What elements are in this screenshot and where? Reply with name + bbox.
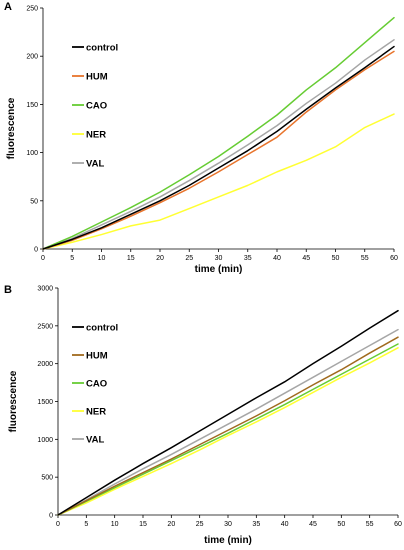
- legend-label-control: control: [86, 42, 118, 53]
- series-line-HUM: [57, 336, 399, 516]
- x-tick-label: 55: [361, 255, 369, 262]
- series-line-CAO: [57, 343, 399, 516]
- series-line-control: [42, 45, 395, 250]
- series-line-CAO: [42, 16, 395, 250]
- series-line-NER: [57, 347, 399, 516]
- legend-label-NER: NER: [86, 406, 106, 417]
- x-tick-label: 50: [332, 255, 340, 262]
- x-tick-label: 55: [366, 521, 374, 528]
- x-axis-title: time (min): [195, 264, 243, 275]
- x-axis-title: time (min): [204, 535, 252, 546]
- x-tick-label: 15: [127, 255, 135, 262]
- y-axis-title: fluorescence: [8, 370, 19, 432]
- x-tick-label: 45: [302, 255, 310, 262]
- y-tick-label: 1500: [37, 399, 53, 406]
- x-tick-label: 60: [390, 255, 398, 262]
- x-tick-label: 45: [309, 521, 317, 528]
- legend-label-VAL: VAL: [86, 434, 104, 445]
- y-tick-label: 0: [49, 513, 53, 520]
- series-line-HUM: [42, 50, 395, 250]
- x-tick-label: 15: [139, 521, 147, 528]
- legend-label-HUM: HUM: [86, 350, 108, 361]
- panel-label: A: [4, 1, 12, 13]
- legend-label-control: control: [86, 322, 118, 333]
- chart-panel-A: A 0 50 100 150 200 250 0 5 10 15 20 25 30 35 40 45 50 55 60…: [4, 1, 398, 275]
- series-line-VAL: [42, 39, 395, 250]
- x-tick-label: 35: [252, 521, 260, 528]
- legend-label-VAL: VAL: [86, 158, 104, 169]
- y-tick-label: 50: [30, 198, 38, 205]
- y-tick-label: 1000: [37, 437, 53, 444]
- x-tick-label: 60: [394, 521, 402, 528]
- x-tick-label: 5: [84, 521, 88, 528]
- x-tick-label: 10: [98, 255, 106, 262]
- y-tick-label: 2500: [37, 323, 53, 330]
- series-line-NER: [42, 113, 395, 250]
- series-line-VAL: [57, 328, 399, 516]
- x-tick-label: 30: [215, 255, 223, 262]
- x-tick-label: 20: [167, 521, 175, 528]
- x-tick-label: 0: [41, 255, 45, 262]
- panel-label: B: [4, 284, 12, 296]
- legend: control HUM CAO NER VAL: [72, 42, 118, 169]
- x-tick-label: 40: [281, 521, 289, 528]
- x-tick-label: 50: [337, 521, 345, 528]
- series-line-control: [57, 309, 399, 516]
- x-tick-label: 25: [196, 521, 204, 528]
- y-tick-label: 2000: [37, 361, 53, 368]
- y-tick-label: 250: [26, 6, 38, 13]
- y-axis-title: fluorescence: [6, 97, 17, 159]
- x-tick-label: 20: [156, 255, 164, 262]
- y-tick-label: 200: [26, 54, 38, 61]
- x-tick-label: 30: [224, 521, 232, 528]
- legend-label-NER: NER: [86, 129, 106, 140]
- legend: control HUM CAO NER VAL: [72, 322, 118, 445]
- x-tick-label: 25: [185, 255, 193, 262]
- x-tick-label: 40: [273, 255, 281, 262]
- x-tick-label: 10: [111, 521, 119, 528]
- x-tick-label: 0: [56, 521, 60, 528]
- y-tick-label: 150: [26, 102, 38, 109]
- y-tick-label: 3000: [37, 286, 53, 293]
- chart-panel-B: B 0 500 1000 1500 2000 2500 3000 0 5 10 15 20 25 30 35 4…: [4, 284, 402, 546]
- x-tick-label: 5: [70, 255, 74, 262]
- y-tick-label: 0: [34, 247, 38, 254]
- legend-label-HUM: HUM: [86, 71, 108, 82]
- y-tick-label: 500: [41, 475, 53, 482]
- legend-label-CAO: CAO: [86, 378, 107, 389]
- y-tick-label: 100: [26, 150, 38, 157]
- legend-label-CAO: CAO: [86, 100, 107, 111]
- x-tick-label: 35: [244, 255, 252, 262]
